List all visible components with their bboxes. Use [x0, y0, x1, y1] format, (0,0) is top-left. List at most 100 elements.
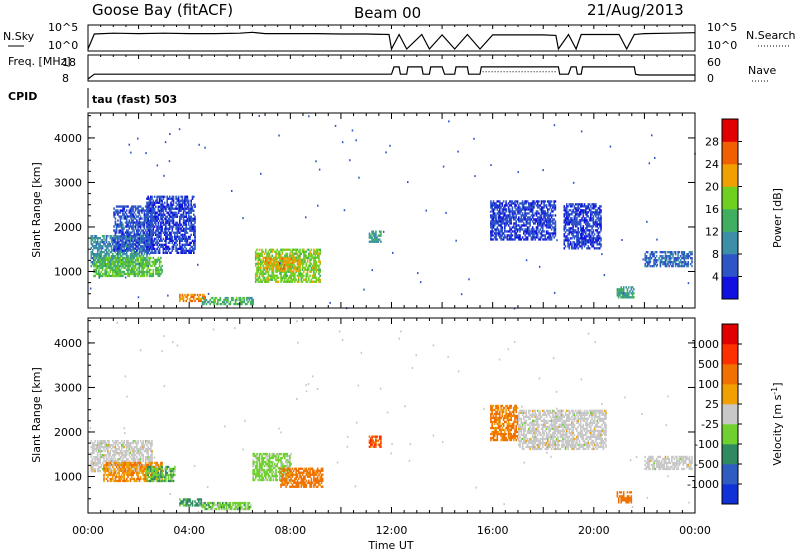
echo-cell [147, 218, 149, 220]
echo-cell [576, 245, 578, 247]
echo-cell [493, 210, 495, 212]
echo-cell [536, 214, 538, 216]
echo-cell [290, 268, 292, 270]
echo-cell [135, 248, 137, 250]
echo-cell [132, 241, 134, 243]
echo-cell [132, 213, 134, 215]
echo-cell [126, 259, 128, 261]
echo-cell [107, 251, 109, 253]
scatter-echo-dot [138, 296, 140, 298]
echo-cell [160, 198, 162, 200]
echo-cell [116, 450, 118, 452]
echo-cell [319, 275, 321, 277]
echo-cell [532, 210, 534, 212]
echo-cell [576, 217, 578, 219]
echo-cell [160, 257, 162, 259]
range-tick-label: 4000 [54, 132, 82, 145]
echo-cell [266, 264, 268, 266]
scatter-echo-dot [204, 147, 206, 149]
echo-cell [155, 224, 157, 226]
echo-cell [545, 234, 547, 236]
echo-cell [249, 299, 251, 301]
echo-cell [261, 249, 263, 251]
echo-cell [287, 275, 289, 277]
echo-cell [287, 268, 289, 270]
echo-cell [102, 239, 104, 241]
echo-cell [179, 232, 181, 234]
frequency-left-tick-top: 18 [62, 56, 76, 69]
echo-cell [550, 202, 552, 204]
echo-cell [316, 277, 318, 279]
echo-cell [113, 456, 115, 458]
echo-cell [185, 230, 187, 232]
echo-cell [161, 228, 163, 230]
echo-cell [585, 237, 587, 239]
echo-cell [123, 243, 125, 245]
echo-cell [101, 257, 103, 259]
echo-cell [579, 239, 581, 241]
echo-cell [572, 227, 574, 229]
echo-cell [499, 210, 501, 212]
echo-cell [493, 200, 495, 202]
echo-cell [589, 203, 591, 205]
echo-cell [537, 234, 539, 236]
echo-cell [150, 257, 152, 259]
echo-cell [159, 259, 161, 261]
echo-cell [163, 222, 165, 224]
echo-cell [650, 259, 652, 261]
echo-cell [182, 204, 184, 206]
echo-cell [533, 214, 535, 216]
echo-cell [194, 232, 196, 234]
echo-cell [576, 211, 578, 213]
echo-cell [490, 200, 492, 202]
scatter-echo-dot [278, 135, 280, 137]
echo-cell [174, 244, 176, 246]
echo-cell [672, 263, 674, 265]
echo-cell [564, 215, 566, 217]
echo-cell [97, 251, 99, 253]
echo-cell [585, 243, 587, 245]
echo-cell [589, 233, 591, 235]
echo-cell [290, 258, 292, 260]
echo-cell [259, 249, 261, 251]
echo-cell [178, 198, 180, 200]
echo-cell [117, 241, 119, 243]
echo-cell [102, 450, 104, 452]
echo-cell [92, 251, 94, 253]
scatter-echo-dot [573, 182, 575, 184]
echo-cell [319, 281, 321, 283]
echo-cell [505, 200, 507, 202]
echo-cell [600, 245, 602, 247]
echo-cell [183, 218, 185, 220]
echo-cell [667, 263, 669, 265]
echo-cell [677, 255, 679, 257]
echo-cell [589, 223, 591, 225]
echo-cell [144, 225, 146, 227]
echo-cell [146, 216, 148, 218]
echo-cell [120, 263, 122, 265]
echo-cell [553, 236, 555, 238]
echo-cell [144, 211, 146, 213]
echo-cell [380, 231, 382, 233]
echo-cell [302, 281, 304, 283]
colorbar-swatch [722, 277, 738, 300]
scatter-echo-dot [385, 151, 387, 153]
echo-cell [108, 253, 110, 255]
echo-cell [316, 267, 318, 269]
echo-cell [146, 242, 148, 244]
echo-cell [550, 212, 552, 214]
echo-cell [193, 224, 195, 226]
echo-cell [120, 442, 122, 444]
echo-cell [294, 281, 296, 283]
echo-cell [122, 231, 124, 233]
echo-cell [264, 269, 266, 271]
echo-cell [158, 246, 160, 248]
echo-cell [158, 216, 160, 218]
echo-cell [507, 218, 509, 220]
echo-cell [670, 255, 672, 257]
echo-cell [129, 227, 131, 229]
echo-cell [108, 456, 110, 458]
echo-cell [289, 260, 291, 262]
echo-cell [92, 243, 94, 245]
echo-cell [545, 210, 547, 212]
